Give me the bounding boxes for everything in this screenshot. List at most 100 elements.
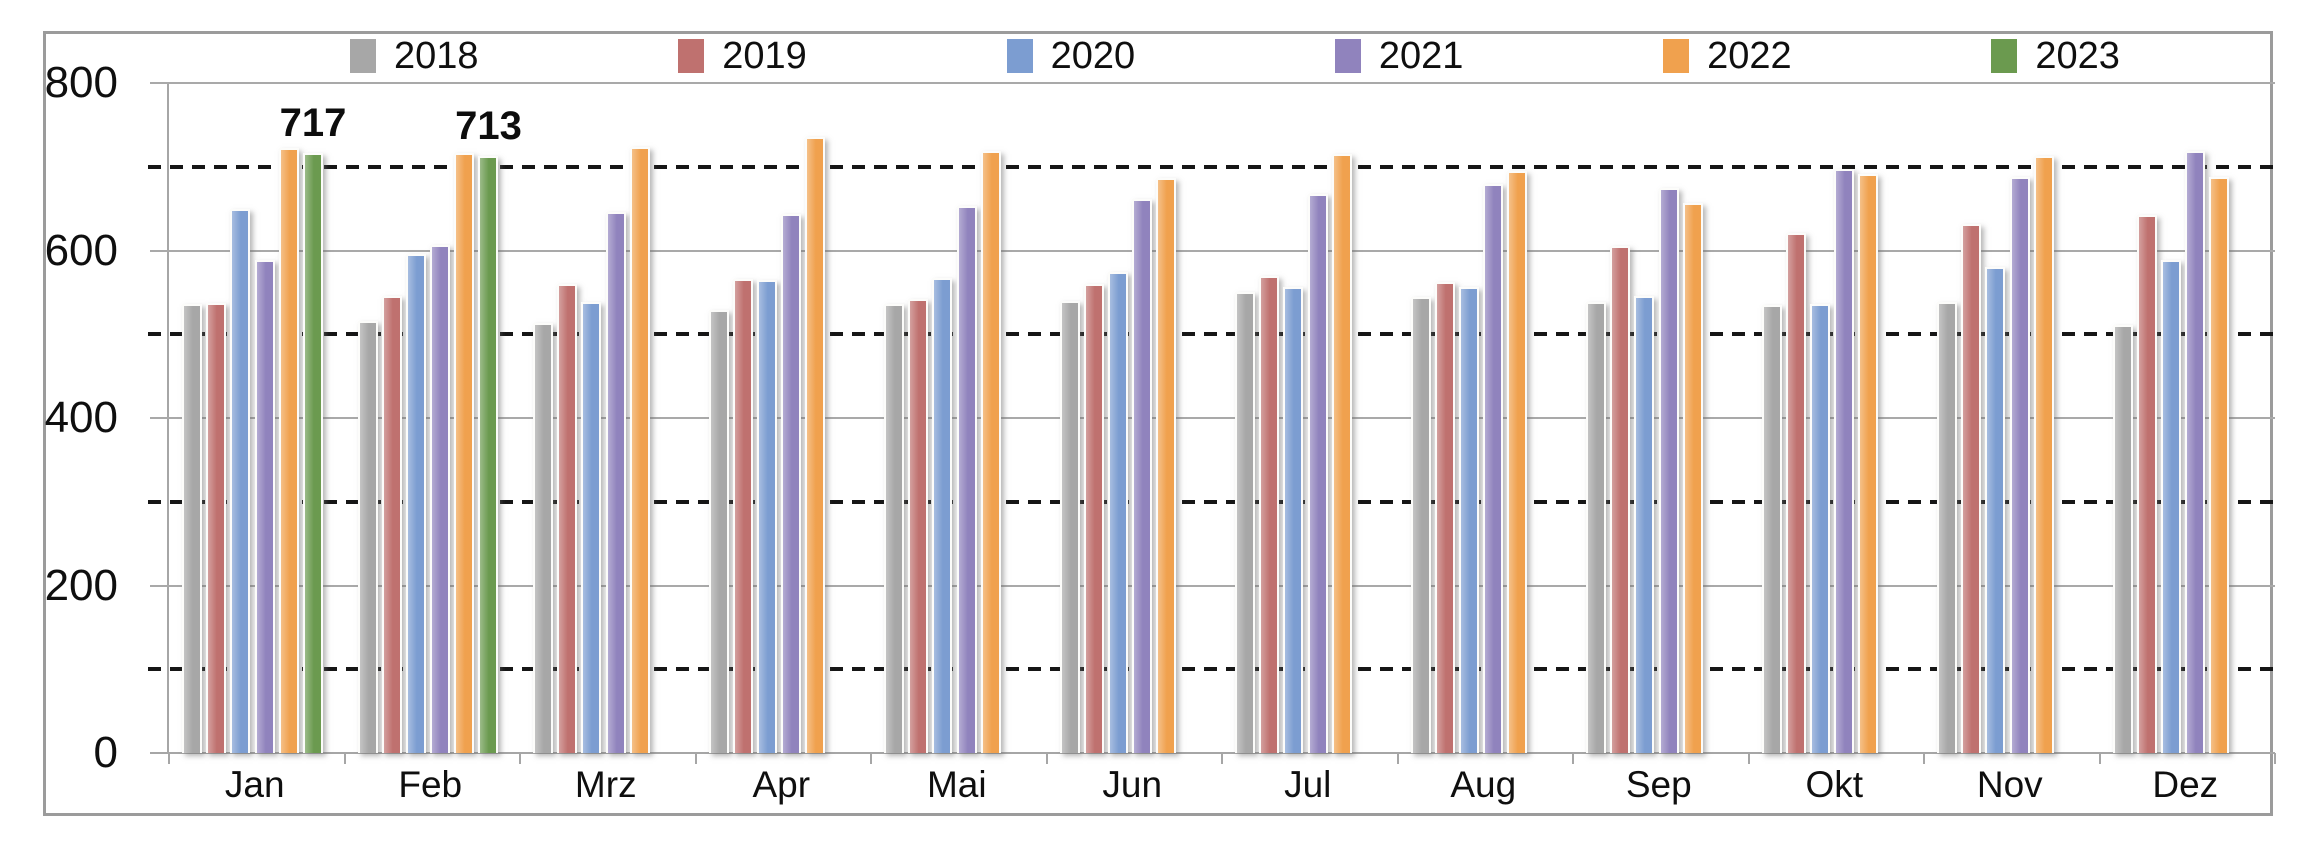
legend-label: 2018 (394, 35, 479, 77)
gridline-dashed-300 (148, 499, 2275, 504)
bar-2022-Okt (1858, 174, 1879, 753)
bar-2018-Dez (2112, 325, 2133, 753)
bar-2022-Dez (2209, 176, 2230, 753)
bar-2019-Jan (206, 303, 227, 753)
gridline-solid-600 (150, 249, 2275, 252)
bar-group-Aug (1410, 83, 1552, 753)
bar-2020-Jul (1283, 287, 1304, 753)
y-tick-label-200: 200 (44, 560, 118, 610)
gridline-dashed-700 (148, 164, 2275, 169)
data-label-2023-Feb: 713 (455, 103, 522, 148)
bar-2019-Jun (1083, 284, 1104, 753)
x-axis-tick (1572, 753, 1574, 764)
bar-2022-Mai (980, 150, 1001, 753)
bar-2018-Apr (708, 309, 729, 753)
bar-2022-Jul (1331, 154, 1352, 753)
bar-2021-Feb (430, 245, 451, 753)
legend-item-2018: 2018 (350, 36, 479, 76)
bar-2021-Nov (2009, 176, 2030, 753)
y-tick-label-0: 0 (93, 728, 118, 777)
legend-item-2021: 2021 (1334, 35, 1464, 77)
bar-group-Mrz (533, 83, 674, 753)
x-axis-tick (2274, 753, 2276, 764)
legend-label: 2020 (1050, 35, 1136, 77)
bar-group-Jun (1059, 83, 1201, 753)
bar-2022-Sep (1682, 202, 1703, 753)
bar-2018-Jul (1235, 291, 1255, 753)
bar-2020-Feb (405, 253, 426, 753)
x-tick-label-Apr: Apr (752, 764, 811, 805)
bar-2023-Feb (478, 155, 499, 753)
y-tick-label-400: 400 (44, 393, 118, 442)
x-axis-tick (1045, 753, 1048, 764)
bar-2020-Okt (1809, 304, 1830, 753)
x-tick-label-Jul: Jul (1284, 764, 1332, 805)
x-axis-tick (694, 753, 697, 764)
bar-group-Mai (884, 83, 1025, 753)
legend: 2018 2019 2020 2021 2022 2023 (350, 36, 2120, 76)
bar-group-Okt (1761, 83, 1903, 753)
bar-group-Jan (182, 83, 323, 753)
bar-2022-Jan (278, 148, 299, 753)
bar-group-Feb (357, 83, 499, 753)
y-tick-label-800: 800 (44, 58, 118, 107)
bar-2021-Mrz (605, 211, 626, 753)
x-tick-label-Mrz: Mrz (574, 764, 637, 805)
bar-group-Jul (1235, 83, 1376, 753)
bar-2019-Apr (732, 278, 753, 753)
bar-2020-Dez (2160, 259, 2181, 753)
bar-2019-Nov (1961, 223, 1982, 753)
legend-label: 2021 (1378, 35, 1464, 77)
x-tick-label-Okt: Okt (1805, 764, 1864, 805)
gridline-dashed-500 (148, 332, 2275, 337)
x-tick-label-Jun: Jun (1102, 764, 1163, 805)
legend-item-2020: 2020 (1006, 35, 1136, 77)
bar-2018-Jan (182, 304, 202, 753)
legend-item-2022: 2022 (1663, 36, 1792, 76)
x-tick-label-Nov: Nov (1976, 764, 2043, 805)
x-axis-tick (519, 753, 521, 764)
legend-swatch-icon (1006, 39, 1033, 73)
x-axis-tick (870, 753, 872, 764)
bar-2020-Mrz (581, 301, 602, 753)
x-tick-label-Mai: Mai (926, 764, 987, 805)
x-tick-label-Dez: Dez (2152, 764, 2219, 805)
bar-2019-Aug (1434, 282, 1455, 753)
bar-2018-Mrz (533, 322, 553, 753)
bar-2021-Okt (1834, 169, 1855, 753)
bar-2019-Mai (908, 299, 929, 753)
bar-2022-Apr (805, 137, 826, 753)
legend-label: 2023 (2035, 35, 2120, 77)
bar-2020-Nov (1985, 267, 2006, 753)
bar-2019-Jul (1259, 275, 1280, 753)
bar-2022-Feb (454, 153, 475, 753)
x-tick-label-Aug: Aug (1450, 764, 1517, 805)
bar-2018-Okt (1761, 304, 1782, 753)
bar-2018-Sep (1586, 302, 1606, 753)
gridline-solid-400 (150, 417, 2275, 419)
x-axis-tick (1923, 753, 1925, 764)
bar-group-Apr (708, 83, 850, 753)
x-axis-line (150, 752, 2275, 754)
legend-swatch-icon (1663, 39, 1690, 73)
bar-2021-Sep (1658, 187, 1679, 753)
bar-2021-Jan (254, 259, 275, 753)
bar-2022-Aug (1507, 170, 1528, 753)
bar-2020-Apr (756, 279, 777, 753)
bar-2022-Nov (2033, 155, 2054, 753)
bar-2019-Sep (1610, 246, 1631, 753)
bar-2020-Jan (230, 208, 251, 753)
x-tick-label-Sep: Sep (1625, 764, 1692, 805)
x-axis-tick (1396, 753, 1399, 764)
x-tick-label-Feb: Feb (398, 764, 463, 805)
legend-swatch-icon (350, 39, 376, 73)
data-label-2023-Jan: 717 (279, 100, 347, 145)
x-tick-label-Jan: Jan (224, 764, 285, 805)
y-tick-label-600: 600 (44, 225, 118, 275)
legend-label: 2019 (722, 35, 807, 77)
bar-2020-Jun (1107, 272, 1128, 753)
x-axis-tick (168, 753, 170, 764)
bar-2021-Jul (1307, 194, 1328, 753)
bar-2022-Mrz (629, 146, 650, 753)
